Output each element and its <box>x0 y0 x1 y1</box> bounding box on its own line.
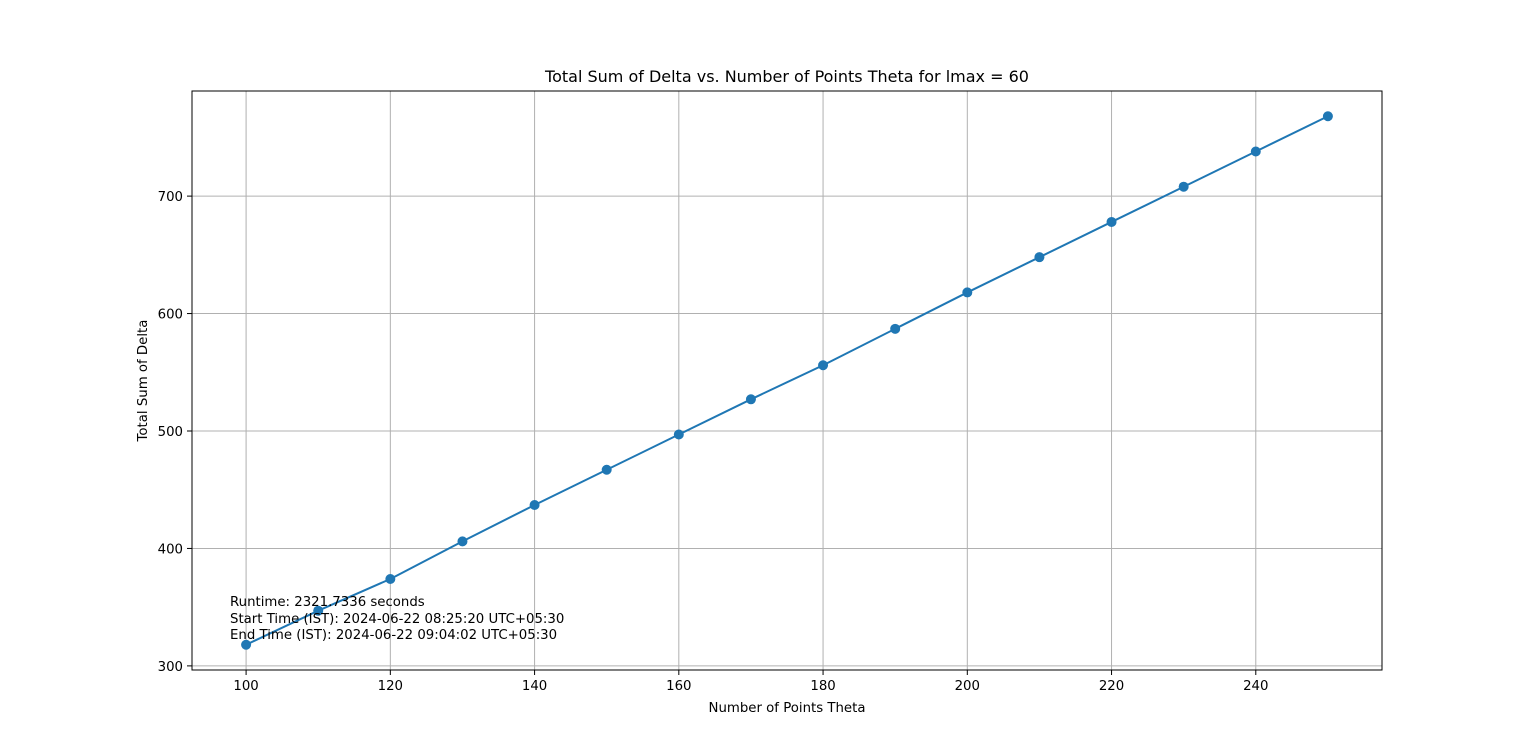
data-point <box>313 605 324 616</box>
data-point <box>529 499 540 510</box>
x-tick-label: 200 <box>955 679 980 694</box>
data-point <box>1034 252 1045 263</box>
data-point <box>1322 111 1333 122</box>
y-tick-label: 700 <box>158 190 183 205</box>
x-tick-label: 100 <box>233 679 258 694</box>
x-tick-label: 220 <box>1099 679 1124 694</box>
data-point <box>241 639 252 650</box>
data-point <box>457 536 468 547</box>
x-tick-label: 140 <box>522 679 547 694</box>
y-tick-label: 500 <box>158 425 183 440</box>
series-line-group <box>241 111 1333 650</box>
x-tick-label: 240 <box>1243 679 1268 694</box>
y-tick-label: 400 <box>158 542 183 557</box>
x-tick-label: 160 <box>666 679 691 694</box>
series-line <box>245 115 1329 646</box>
ticks: 100 120 140 160 180 200 220 240 300 400 500 600 700 <box>158 190 1269 694</box>
grid <box>192 91 1382 670</box>
data-point <box>1250 146 1261 157</box>
data-point <box>1106 216 1117 227</box>
data-point <box>385 573 396 584</box>
data-point <box>745 394 756 405</box>
annotation-start-time: Start Time (IST): 2024-06-22 08:25:20 UT… <box>230 612 564 627</box>
x-axis-label: Number of Points Theta <box>709 701 866 716</box>
data-point <box>962 287 973 298</box>
data-point <box>673 429 684 440</box>
data-point <box>818 360 829 371</box>
data-point <box>601 464 612 475</box>
x-tick-label: 180 <box>810 679 835 694</box>
annotation-end-time: End Time (IST): 2024-06-22 09:04:02 UTC+… <box>230 628 557 643</box>
data-point <box>890 323 901 334</box>
axes-frame <box>191 90 1383 671</box>
chart-title: Total Sum of Delta vs. Number of Points … <box>544 67 1029 86</box>
y-tick-label: 600 <box>158 308 183 323</box>
runtime-annotation: Runtime: 2321.7336 seconds Start Time (I… <box>230 595 564 643</box>
annotation-runtime: Runtime: 2321.7336 seconds <box>230 595 425 610</box>
y-axis-label: Total Sum of Delta <box>136 320 151 443</box>
y-tick-label: 300 <box>158 660 183 675</box>
data-point <box>1178 181 1189 192</box>
x-tick-label: 120 <box>378 679 403 694</box>
